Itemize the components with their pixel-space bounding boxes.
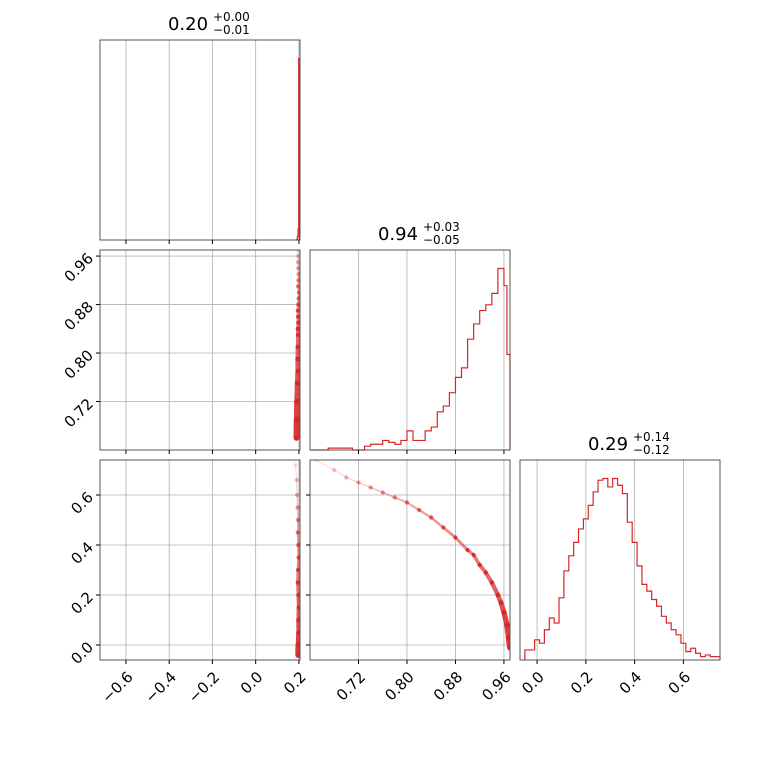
scatter-2-0-xtick-label: 0.0	[237, 668, 267, 698]
scatter-2-1-xtick-label: 0.96	[478, 668, 514, 704]
hist-2-title-plus: +0.14	[633, 430, 670, 444]
scatter-2-0-ytick-label: 0.0	[67, 638, 97, 668]
hist-0-title-minus: −0.01	[213, 23, 250, 37]
scatter-2-0-ytick-label: 0.6	[67, 488, 97, 518]
scatter-2-1-points-group	[314, 458, 512, 650]
hist-2-title-minus: −0.12	[633, 443, 670, 457]
scatter-2-1-frame	[310, 460, 510, 660]
scatter-2-0-xtick-label: 0.2	[280, 668, 310, 698]
hist-0-step-line	[296, 59, 299, 240]
hist-2-xtick-label: 0.0	[518, 668, 548, 698]
scatter-2-0-ytick-label: 0.4	[67, 538, 97, 568]
hist-2-xtick-label: 0.2	[567, 668, 597, 698]
hist-2-xtick-label: 0.6	[665, 668, 695, 698]
scatter-2-0-density-band	[298, 558, 299, 571]
scatter-2-1-density-band	[431, 518, 443, 528]
scatter-1-0-ytick-label: 0.96	[61, 249, 97, 285]
scatter-2-1-density-band	[371, 488, 383, 493]
scatter-2-1-density-band	[443, 528, 455, 538]
hist-0-title-plus: +0.00	[213, 10, 250, 24]
scatter-2-0-xtick-label: −0.2	[185, 668, 223, 706]
scatter-2-0-ytick-label: 0.2	[67, 588, 97, 618]
hist-2-title-value: 0.29	[588, 434, 628, 455]
hist-1-title-value: 0.94	[378, 224, 418, 245]
scatter-1-0-frame	[100, 250, 300, 450]
scatter-2-1-density-band	[346, 478, 358, 483]
hist-0-frame	[100, 40, 300, 240]
scatter-2-0-density-band	[295, 465, 296, 480]
scatter-2-1-density-band	[316, 460, 334, 470]
scatter-1-0-ytick-label: 0.88	[61, 298, 97, 334]
scatter-2-1-density-band	[334, 470, 346, 478]
hist-1-title-minus: −0.05	[423, 233, 460, 247]
hist-1-title-plus: +0.03	[423, 220, 460, 234]
scatter-2-1-xtick-label: 0.80	[381, 668, 417, 704]
scatter-2-0-frame	[100, 460, 300, 660]
scatter-2-1-xtick-label: 0.88	[430, 668, 466, 704]
scatter-2-1-density-band	[407, 503, 419, 511]
scatter-2-1-density-band	[395, 498, 407, 503]
hist-2-frame	[520, 460, 720, 660]
hist-2-xtick-label: 0.4	[616, 668, 646, 698]
scatter-2-1-density-band	[455, 538, 467, 551]
hist-1-frame	[310, 250, 510, 450]
hist-1-step-line	[310, 269, 510, 450]
scatter-1-0-density-band	[297, 250, 298, 256]
scatter-1-0-ytick-label: 0.72	[61, 395, 97, 431]
scatter-2-0-xtick-label: −0.4	[141, 668, 179, 706]
scatter-2-0-xtick-label: −0.6	[98, 668, 136, 706]
hist-2-step-line	[525, 479, 720, 660]
scatter-2-1-density-band	[358, 483, 370, 488]
scatter-2-1-density-band	[419, 510, 431, 518]
hist-0-title-value: 0.20	[168, 14, 208, 35]
scatter-2-1-xtick-label: 0.72	[333, 668, 369, 704]
scatter-1-0-ytick-label: 0.80	[61, 346, 97, 382]
